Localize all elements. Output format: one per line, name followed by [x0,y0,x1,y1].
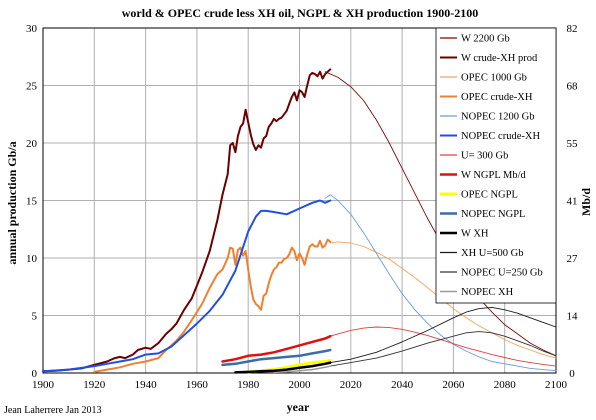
x-tick-label: 2100 [545,379,568,391]
series-line-5 [42,199,332,373]
x-tick-label: 1980 [237,379,260,391]
y2-tick-label: 82 [567,23,578,35]
y-tick-label: 30 [26,23,38,35]
legend-label: XH U=500 Gb [461,248,524,259]
legend-label: NOPEC crude-XH [461,131,540,142]
legend-label: OPEC 1000 Gb [461,73,527,84]
x-tick-label: 1940 [135,379,158,391]
series-line-3 [93,238,332,373]
x-tick-label: 2020 [340,379,363,391]
legend-label: NOPEC XH [461,287,514,298]
legend-box [435,27,557,304]
x-tick-label: 2040 [391,379,414,391]
y2-tick-label: 27 [567,253,579,265]
legend-label: OPEC NGPL [461,190,518,201]
y2-axis-ticks: 0 14 27 41 55 68 82 [567,23,579,380]
x-tick-label: 1960 [186,379,209,391]
legend-label: W NGPL Mb/d [461,170,527,181]
y2-tick-label: 14 [567,311,579,323]
legend-label: W XH [461,229,489,240]
x-axis-label: year [287,400,310,414]
y-tick-label: 0 [32,368,38,380]
series-line-13 [273,365,332,374]
y-tick-label: 15 [26,196,38,208]
legend-label: NOPEC U=250 Gb [461,268,543,279]
y2-tick-label: 0 [569,368,575,380]
y-tick-label: 5 [32,311,38,323]
y-tick-label: 25 [26,81,38,93]
x-tick-label: 2080 [494,379,517,391]
y-tick-label: 20 [26,138,38,150]
series-line-11 [329,306,557,364]
legend-label: W 2200 Gb [461,34,510,45]
x-tick-label: 1920 [83,379,106,391]
series-line-4 [324,194,557,372]
y2-tick-label: 68 [567,81,579,93]
legend-label: W crude-XH prod [461,53,538,64]
x-tick-label: 2060 [442,379,465,391]
series-line-9 [221,348,332,367]
legend-label: OPEC crude-XH [461,92,533,103]
x-axis-ticks: 1900 1920 1940 1960 1980 2000 2020 2040 2060 2080… [32,379,568,391]
y-axis-label: annual production Gb/a [5,141,19,264]
legend: W 2200 Gb W crude-XH prod OPEC 1000 Gb OPEC… [435,27,557,304]
legend-label: NOPEC NGPL [461,209,525,220]
x-tick-label: 1900 [32,379,55,391]
credit-text: Jean Laherrere Jan 2013 [4,405,101,416]
y2-tick-label: 41 [567,196,578,208]
series-line-1 [42,68,332,373]
legend-label: U= 300 Gb [461,151,508,162]
y-tick-label: 10 [26,253,38,265]
chart-title: world & OPEC crude less XH oil, NGPL & X… [122,6,478,20]
y2-axis-label: Mb/d [579,188,593,216]
x-tick-label: 2000 [289,379,312,391]
legend-label: NOPEC 1200 Gb [461,112,535,123]
series-line-7 [221,334,332,363]
y-axis-ticks: 0 5 10 15 20 25 30 [26,23,38,380]
series-line-12 [329,331,557,367]
series-line-10 [234,361,332,374]
y2-tick-label: 55 [567,138,579,150]
